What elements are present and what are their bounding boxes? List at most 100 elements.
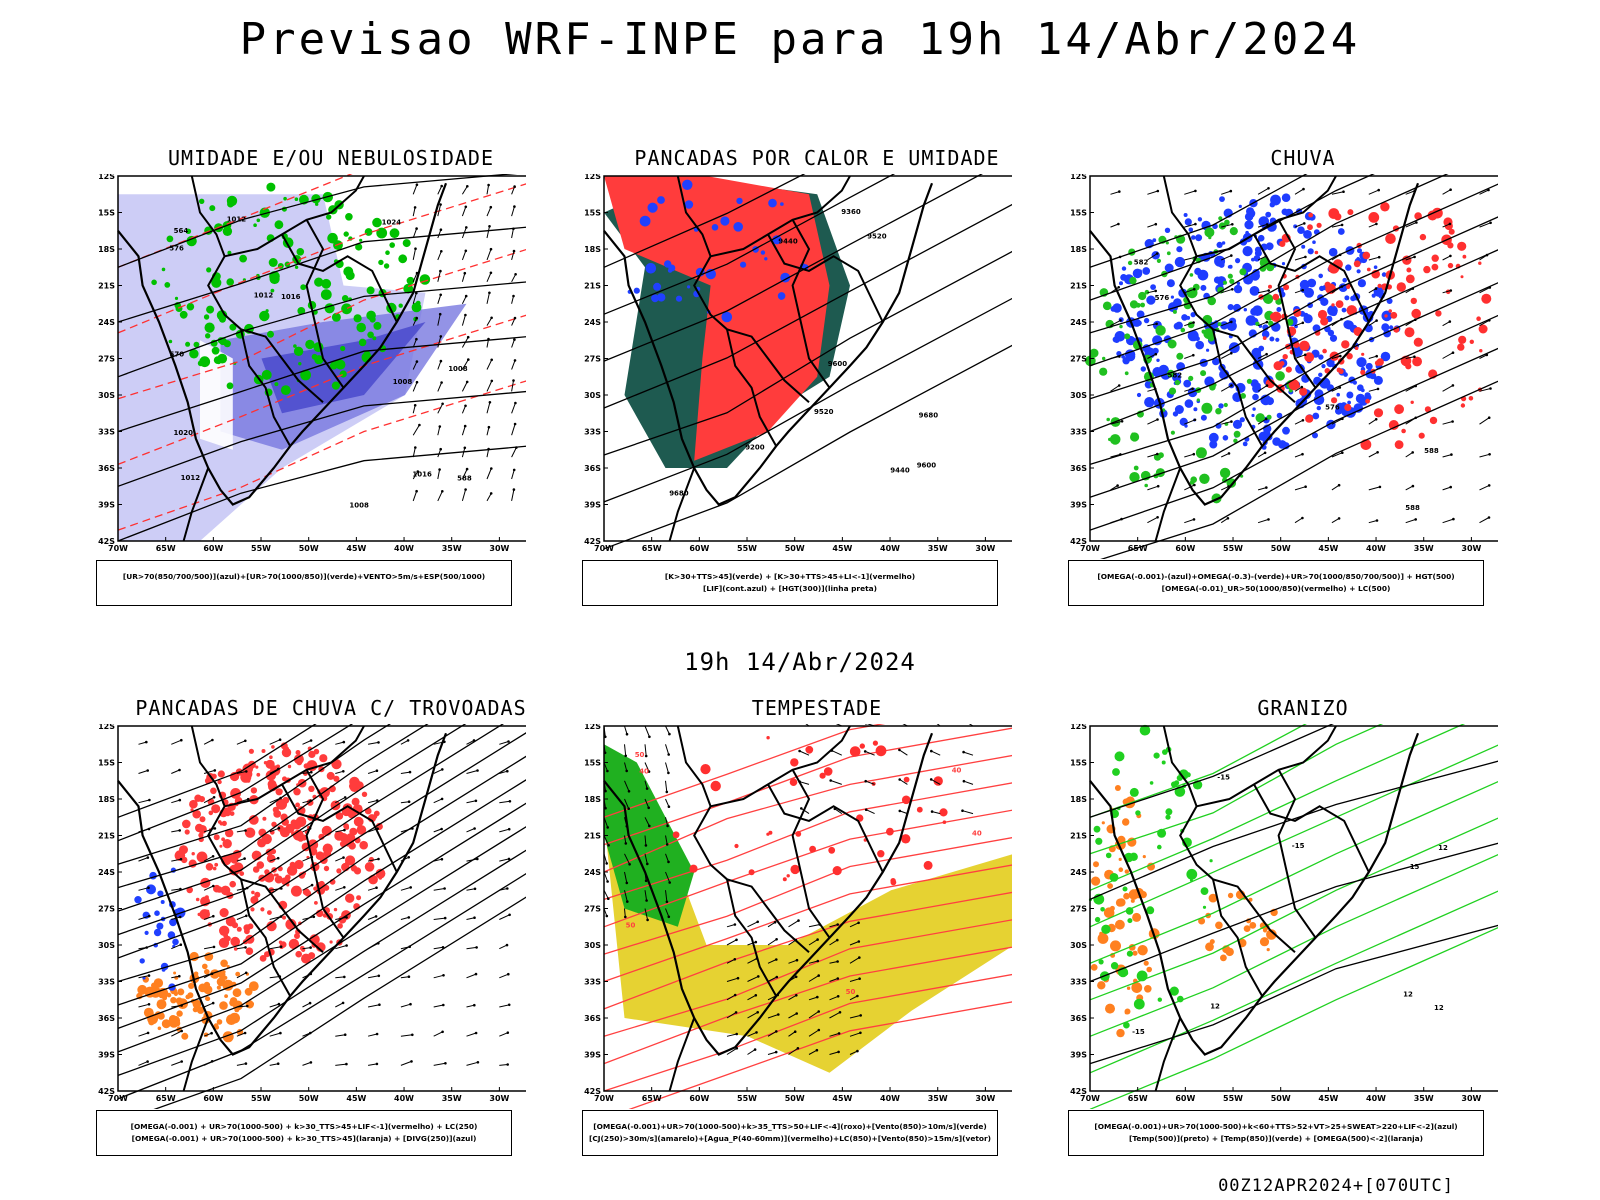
lif-contour — [645, 263, 657, 274]
omega-fill — [1347, 400, 1351, 405]
streamline-arrow-head — [145, 946, 148, 949]
thunder-fill — [266, 854, 276, 863]
wind-vector — [808, 939, 818, 946]
wind-vector — [624, 798, 630, 809]
wind-vector — [829, 939, 838, 946]
omega500-fill — [1114, 785, 1121, 791]
contour-label: 576 — [1155, 294, 1170, 302]
streamline-arrow-head — [441, 946, 445, 949]
wind-vector-head — [607, 844, 610, 847]
streamline-arrow — [1257, 290, 1269, 294]
pressure-contour — [117, 281, 526, 378]
thunder-fill — [295, 950, 302, 958]
wind-vector — [767, 976, 778, 982]
streamline-arrow — [433, 946, 444, 950]
omega-strong-fill — [1155, 325, 1166, 336]
hgt300-contour — [603, 250, 1012, 456]
streamline-arrow-head — [1303, 222, 1306, 225]
thunder-fill — [336, 868, 342, 874]
omega-fill — [1293, 224, 1298, 229]
omega-fill — [1318, 354, 1324, 360]
streamline-arrow-head — [178, 915, 182, 919]
thunder-fill — [211, 804, 221, 814]
lon-tick-label: 50W — [299, 1094, 319, 1103]
omega-strong-fill — [1233, 430, 1241, 438]
streamline-arrow-head — [280, 887, 283, 890]
streamline-arrow-head — [1117, 384, 1121, 387]
wind-vector — [788, 1047, 799, 1055]
streamline-arrow-head — [474, 799, 478, 803]
streamline-arrow-head — [1265, 320, 1269, 324]
contour-label: 1016 — [412, 470, 432, 478]
wind-vector-head — [490, 379, 494, 383]
rain-fill — [1458, 335, 1467, 344]
streamline-arrow — [236, 915, 247, 920]
streamline-arrow-head — [308, 1001, 312, 1005]
omega-fill — [1209, 440, 1218, 449]
wind-vector-head — [465, 226, 468, 229]
contour-label: 9600 — [917, 462, 937, 470]
thunder-fill — [334, 831, 345, 841]
streamline-arrow-head — [147, 1003, 151, 1006]
streamline-arrow-head — [1192, 452, 1196, 456]
thunder-fill — [275, 788, 283, 796]
humidity-850-contour — [256, 218, 261, 223]
contour-label: 9680 — [669, 489, 689, 497]
wind-vector — [437, 403, 444, 414]
lat-tick-label: 21S — [98, 282, 115, 291]
omega-fill — [1246, 224, 1250, 229]
streamline-arrow-head — [506, 1031, 510, 1034]
rain-fill — [1388, 420, 1399, 430]
lat-tick-label: 36S — [98, 1014, 115, 1023]
streamline-arrow — [1110, 256, 1121, 261]
rain-fill — [1424, 406, 1431, 413]
omega500-fill — [1097, 933, 1109, 944]
omega-strong-fill — [1227, 273, 1233, 279]
wind-vector-head — [797, 919, 800, 922]
streamline-arrow — [1257, 353, 1267, 359]
omega-fill — [1357, 248, 1362, 254]
streamline-arrow-head — [148, 914, 151, 918]
temp850-contour-ring — [1200, 887, 1209, 895]
streamline-arrow — [138, 828, 150, 833]
wind-vector-head — [438, 425, 442, 428]
streamline-arrow — [269, 739, 281, 745]
streamline-arrow — [1147, 353, 1157, 359]
thunder-fill — [298, 872, 306, 879]
divergence-fill — [156, 922, 164, 930]
streamline-arrow — [1110, 286, 1119, 294]
wind-vector — [624, 762, 628, 772]
wind-vector-head — [756, 920, 759, 924]
country-border — [1154, 467, 1182, 542]
humidity-850-contour — [268, 258, 278, 267]
wind-vector — [437, 270, 441, 282]
lat-tick-label: 33S — [584, 978, 601, 987]
streamline-arrow-head — [147, 827, 151, 831]
streamline-arrow — [466, 739, 475, 745]
wind-vector-head — [466, 335, 470, 339]
panel-legend: [OMEGA(-0.001) + UR>70(1000-500) + k>30_… — [96, 1110, 512, 1156]
panel-legend: [OMEGA(-0.001)-(azul)+OMEGA(-0.3)-(verde… — [1068, 560, 1484, 606]
lon-tick-label: 55W — [737, 1094, 757, 1103]
wind-vector-head — [795, 1012, 798, 1015]
wind-vector-head — [857, 940, 861, 943]
streamline-arrow-head — [277, 1002, 281, 1006]
omega-fill — [1250, 271, 1260, 281]
wind-vector — [829, 978, 838, 982]
wind-vector — [461, 250, 467, 261]
country-border — [240, 329, 292, 447]
omega-fill — [1253, 352, 1262, 361]
lc850-contour — [603, 724, 886, 818]
rain-fill — [1411, 308, 1421, 319]
streamline-arrow — [1110, 223, 1119, 228]
rain-fill — [1299, 387, 1308, 396]
streamline-arrow — [302, 947, 311, 950]
thunder-fill — [190, 808, 194, 812]
wind-vector — [437, 185, 443, 195]
wind-vector-head — [647, 806, 650, 810]
streamline-arrow-head — [1156, 516, 1159, 519]
lat-tick-label: 39S — [98, 1051, 115, 1060]
lon-tick-label: 65W — [156, 544, 176, 553]
streamline-arrow-head — [406, 739, 410, 742]
streamline-arrow — [335, 916, 347, 920]
